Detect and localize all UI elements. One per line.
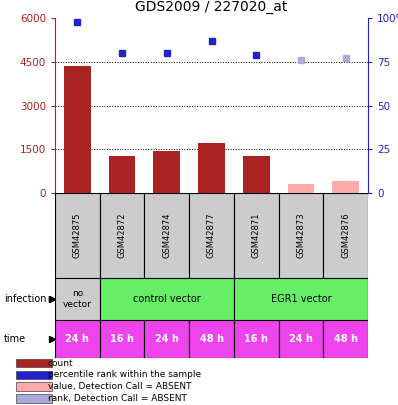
Bar bbox=[16, 371, 52, 379]
Bar bbox=[55, 278, 100, 320]
Bar bbox=[279, 320, 323, 358]
Text: time: time bbox=[4, 334, 26, 344]
Text: percentile rank within the sample: percentile rank within the sample bbox=[48, 371, 201, 379]
Text: 24 h: 24 h bbox=[155, 334, 179, 344]
Text: GSM42871: GSM42871 bbox=[252, 213, 261, 258]
Bar bbox=[144, 320, 189, 358]
Text: GSM42875: GSM42875 bbox=[73, 213, 82, 258]
Text: 16 h: 16 h bbox=[244, 334, 268, 344]
Bar bbox=[153, 151, 180, 193]
Bar bbox=[332, 181, 359, 193]
Text: value, Detection Call = ABSENT: value, Detection Call = ABSENT bbox=[48, 382, 191, 391]
Bar bbox=[100, 193, 144, 278]
Bar bbox=[144, 193, 189, 278]
Text: GSM42876: GSM42876 bbox=[341, 213, 350, 258]
Text: 48 h: 48 h bbox=[334, 334, 358, 344]
Bar bbox=[109, 156, 135, 193]
Text: GSM42877: GSM42877 bbox=[207, 213, 216, 258]
Text: 24 h: 24 h bbox=[65, 334, 89, 344]
Text: GSM42874: GSM42874 bbox=[162, 213, 171, 258]
Text: count: count bbox=[48, 359, 73, 368]
Bar bbox=[100, 278, 234, 320]
Bar bbox=[234, 193, 279, 278]
Bar bbox=[16, 382, 52, 391]
Bar bbox=[234, 278, 368, 320]
Bar bbox=[16, 394, 52, 403]
Text: 24 h: 24 h bbox=[289, 334, 313, 344]
Text: GSM42872: GSM42872 bbox=[117, 213, 127, 258]
Text: EGR1 vector: EGR1 vector bbox=[271, 294, 331, 304]
Text: rank, Detection Call = ABSENT: rank, Detection Call = ABSENT bbox=[48, 394, 187, 403]
Text: control vector: control vector bbox=[133, 294, 201, 304]
Bar bbox=[55, 193, 100, 278]
Bar bbox=[189, 193, 234, 278]
Text: GSM42873: GSM42873 bbox=[297, 213, 305, 258]
Bar bbox=[279, 193, 323, 278]
Title: GDS2009 / 227020_at: GDS2009 / 227020_at bbox=[135, 0, 288, 14]
Bar bbox=[198, 143, 225, 193]
Bar bbox=[55, 320, 100, 358]
Text: 48 h: 48 h bbox=[199, 334, 224, 344]
Bar bbox=[16, 359, 52, 367]
Bar bbox=[100, 320, 144, 358]
Bar bbox=[287, 184, 314, 193]
Bar bbox=[323, 320, 368, 358]
Text: no
vector: no vector bbox=[63, 289, 92, 309]
Bar bbox=[234, 320, 279, 358]
Bar bbox=[243, 156, 269, 193]
Bar bbox=[323, 193, 368, 278]
Bar bbox=[189, 320, 234, 358]
Bar bbox=[64, 66, 91, 193]
Text: infection: infection bbox=[4, 294, 47, 304]
Text: 16 h: 16 h bbox=[110, 334, 134, 344]
